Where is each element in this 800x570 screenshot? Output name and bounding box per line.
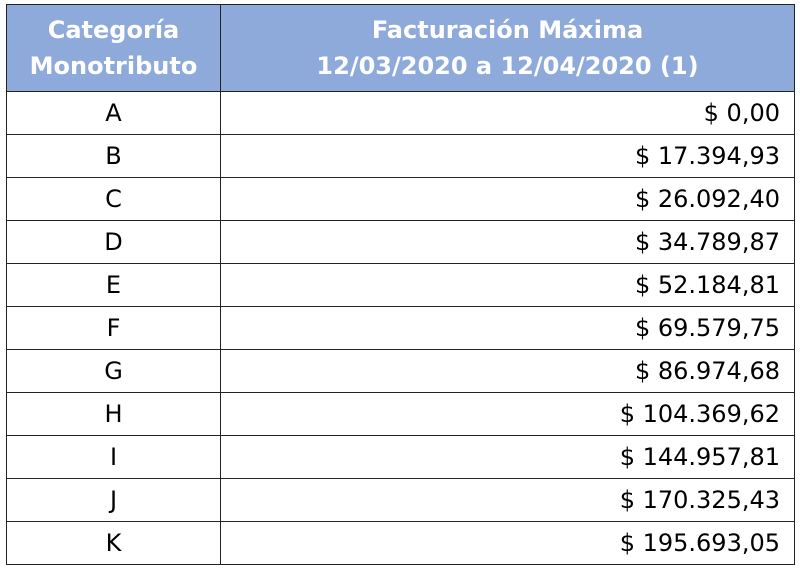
category-cell: C xyxy=(6,177,221,221)
amount-cell: $ 195.693,05 xyxy=(220,521,795,565)
category-cell: E xyxy=(6,263,221,307)
header-row: Categoría Monotributo Facturación Máxima… xyxy=(6,4,795,92)
table-row: K $ 195.693,05 xyxy=(6,521,795,565)
category-cell: J xyxy=(6,478,221,522)
billing-table: Categoría Monotributo Facturación Máxima… xyxy=(6,4,795,565)
table-header: Categoría Monotributo Facturación Máxima… xyxy=(6,4,795,92)
amount-cell: $ 104.369,62 xyxy=(220,392,795,436)
amount-cell: $ 34.789,87 xyxy=(220,220,795,264)
amount-cell: $ 26.092,40 xyxy=(220,177,795,221)
table-body: A $ 0,00 B $ 17.394,93 C $ 26.092,40 D $ 34.789… xyxy=(6,91,795,565)
table-row: C $ 26.092,40 xyxy=(6,177,795,221)
header-cell: Categoría Monotributo xyxy=(6,4,221,92)
table-row: D $ 34.789,87 xyxy=(6,220,795,264)
category-cell: F xyxy=(6,306,221,350)
amount-cell: $ 52.184,81 xyxy=(220,263,795,307)
category-cell: I xyxy=(6,435,221,479)
amount-cell: $ 0,00 xyxy=(220,91,795,135)
category-cell: A xyxy=(6,91,221,135)
amount-cell: $ 144.957,81 xyxy=(220,435,795,479)
category-cell: G xyxy=(6,349,221,393)
table-row: G $ 86.974,68 xyxy=(6,349,795,393)
amount-cell: $ 17.394,93 xyxy=(220,134,795,178)
table-row: J $ 170.325,43 xyxy=(6,478,795,522)
table-row: A $ 0,00 xyxy=(6,91,795,135)
table-row: B $ 17.394,93 xyxy=(6,134,795,178)
amount-cell: $ 170.325,43 xyxy=(220,478,795,522)
header-text: Categoría xyxy=(47,16,180,44)
category-cell: D xyxy=(6,220,221,264)
table-row: E $ 52.184,81 xyxy=(6,263,795,307)
header-text: 12/03/2020 a 12/04/2020 (1) xyxy=(316,52,699,80)
table-row: F $ 69.579,75 xyxy=(6,306,795,350)
table-container: Categoría Monotributo Facturación Máxima… xyxy=(6,4,795,566)
header-text: Monotributo xyxy=(29,52,198,80)
amount-cell: $ 69.579,75 xyxy=(220,306,795,350)
header-text: Facturación Máxima xyxy=(371,16,644,44)
table-row: I $ 144.957,81 xyxy=(6,435,795,479)
category-cell: K xyxy=(6,521,221,565)
category-cell: H xyxy=(6,392,221,436)
amount-cell: $ 86.974,68 xyxy=(220,349,795,393)
category-cell: B xyxy=(6,134,221,178)
table-row: H $ 104.369,62 xyxy=(6,392,795,436)
header-cell: Facturación Máxima 12/03/2020 a 12/04/20… xyxy=(220,4,795,92)
